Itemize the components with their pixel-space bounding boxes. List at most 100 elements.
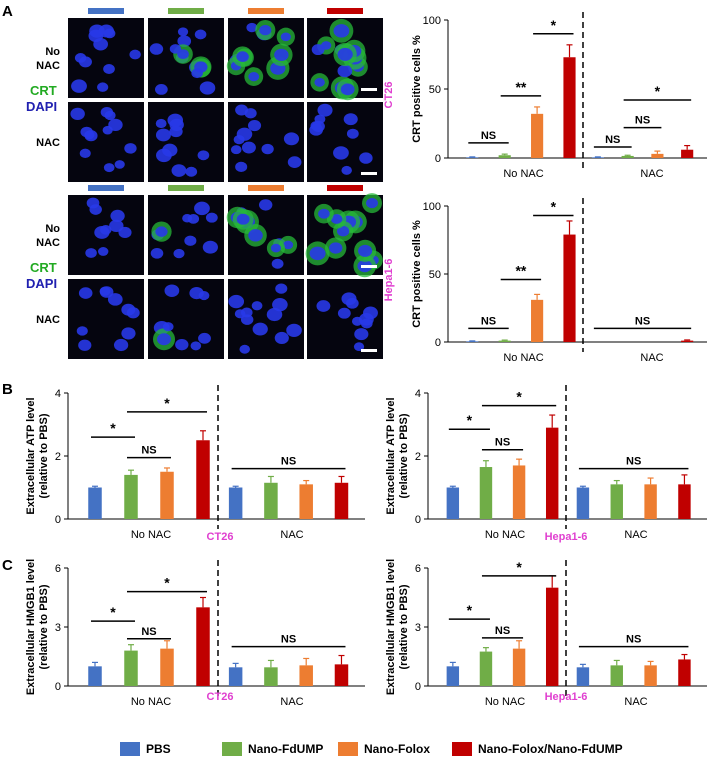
dapi-nucleus [343,113,358,126]
bar [531,113,544,158]
y-tick-label: 3 [55,622,61,634]
dapi-nucleus [177,49,189,60]
bar [681,149,694,158]
dapi-nucleus [346,297,359,309]
significance-label: * [551,199,557,215]
group-label: NAC [640,168,663,180]
bar [681,340,694,342]
dapi-nucleus [280,32,291,42]
group-label: NAC [640,352,663,364]
crt-label: CRT [30,260,57,275]
bar [545,587,559,686]
dapi-nucleus [259,24,272,36]
y-tick-label: 2 [415,451,421,463]
group-color-bar [248,185,284,191]
dapi-nucleus [109,219,124,233]
bar [576,487,590,519]
row-label: NAC [36,137,60,149]
dapi-nucleus [286,323,302,337]
dapi-nucleus [230,145,242,155]
y-axis-label-line: CRT positive cells % [411,220,423,328]
dapi-nucleus [187,214,200,224]
significance-label: * [516,389,522,405]
dapi-nucleus [71,79,87,93]
dapi-nucleus [185,166,198,177]
significance-label: NS [495,625,510,637]
y-tick-label: 100 [423,15,441,27]
micrograph-tile [307,102,383,182]
significance-label: NS [481,315,496,327]
dapi-nucleus [103,163,115,173]
bar [299,665,313,686]
y-axis-label: CRT positive cells % [411,220,423,328]
dapi-nucleus [104,110,116,121]
micrograph-tile [305,193,383,278]
cell-line-label: Hepa1-6 [545,691,588,703]
group-label: NAC [624,529,647,541]
significance-label: * [164,395,170,411]
chart-hmgb1_ct26: 0 3 6 Extracellular HMGB1 level(relative to… [25,559,365,708]
group-color-bar [327,8,363,14]
dapi-nucleus [346,128,359,139]
bar [228,487,243,519]
significance-label: * [164,575,170,591]
dapi-nucleus [261,143,274,155]
dapi-nucleus [121,303,136,316]
bar [610,484,623,519]
dapi-label: DAPI [26,99,57,114]
dapi-nucleus [251,301,263,311]
micrograph-tile [68,102,144,182]
dapi-nucleus [235,161,248,172]
dapi-nucleus [197,150,210,161]
legend-swatch-fdump [222,742,242,756]
dapi-nucleus [124,143,137,154]
dapi-nucleus [78,339,92,351]
group-color-bar [88,8,124,14]
significance-label: * [110,420,116,436]
dapi-nucleus [314,77,325,87]
significance-label: * [516,559,522,575]
dapi-nucleus [79,148,91,159]
dapi-nucleus [169,44,182,54]
dapi-nucleus [333,146,349,160]
dapi-nucleus [274,331,289,344]
group-color-bar [168,8,204,14]
dapi-nucleus [199,81,216,95]
y-tick-label: 0 [415,514,421,526]
bar [512,648,526,686]
dapi-nucleus [239,344,250,354]
dapi-nucleus [177,27,189,37]
micrograph-tile [228,102,304,182]
dapi-nucleus [156,148,172,163]
micrograph-tile [148,279,224,359]
dapi-nucleus [236,213,250,225]
significance-label: NS [495,437,510,449]
dapi-nucleus [248,71,260,82]
dapi-nucleus [283,132,300,146]
significance-label: NS [626,634,641,646]
dapi-nucleus [205,212,218,223]
bar [651,153,664,158]
panel-label-a: A [2,3,13,20]
dapi-nucleus [202,240,218,254]
dapi-nucleus [113,338,129,352]
dapi-nucleus [252,322,268,336]
dapi-nucleus [358,244,373,257]
significance-label: * [467,412,473,428]
y-tick-label: 3 [415,622,421,634]
y-axis-label-line: Extracellular HMGB1 level [385,559,397,695]
dapi-nucleus [354,328,369,341]
significance-label: NS [605,134,620,146]
group-label: NAC [280,696,303,708]
significance-label: NS [626,456,641,468]
panel-label-c: C [2,557,13,574]
dapi-nucleus [150,247,164,259]
dapi-nucleus [329,242,343,254]
bar [545,427,559,519]
y-tick-label: 0 [55,514,61,526]
dapi-nucleus [247,119,262,132]
dapi-nucleus [274,48,289,62]
dapi-nucleus [175,339,189,351]
